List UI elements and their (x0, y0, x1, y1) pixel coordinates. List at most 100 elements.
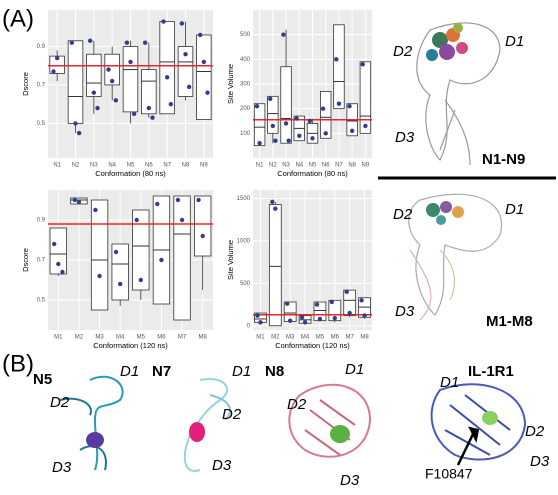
data-point (56, 261, 61, 267)
data-point (76, 130, 82, 136)
x-tick-label: M3 (286, 335, 295, 341)
domain-label: D1 (440, 374, 459, 391)
data-point (175, 197, 181, 203)
box (111, 243, 129, 301)
data-point (302, 320, 308, 325)
data-point (281, 32, 286, 37)
data-point (254, 104, 260, 109)
x-tick-label: M2 (75, 335, 84, 341)
x-tick-label: N5 (127, 163, 135, 169)
y-tick-label: 0 (247, 323, 251, 329)
box (267, 95, 279, 134)
data-point (155, 201, 160, 207)
y-tick-label: 500 (240, 281, 251, 287)
domain-label: D3 (395, 303, 415, 320)
data-point (113, 98, 119, 103)
x-axis-title: Conformation (120 ns) (275, 341, 350, 350)
x-tick-label: N9 (200, 163, 208, 169)
data-point (87, 38, 93, 43)
x-tick-label: N6 (322, 163, 330, 169)
domain-label: D2 (525, 423, 545, 440)
x-tick-label: N2 (72, 163, 80, 169)
x-tick-label: N4 (108, 163, 116, 169)
x-tick-label: N3 (282, 163, 290, 169)
y-axis-title: Dscore (21, 248, 30, 272)
x-tick-label: M2 (271, 335, 280, 341)
box (359, 61, 372, 134)
data-point (197, 32, 203, 38)
x-tick-label: M5 (137, 335, 146, 341)
data-point (201, 59, 207, 65)
domain-label: D2 (222, 406, 242, 423)
box (122, 46, 139, 113)
y-axis-title: Site Volume (226, 240, 235, 280)
box (194, 195, 212, 257)
domain-label: D3 (530, 453, 550, 470)
data-point (362, 313, 367, 318)
domain-label: D1 (232, 363, 251, 380)
domain-label: D1 (505, 201, 524, 218)
y-tick-label: 0.7 (37, 83, 46, 89)
x-axis-title: Conformation (80 ns) (277, 169, 348, 178)
y-tick-label: 1500 (237, 196, 251, 202)
y-axis-title: Dscore (21, 72, 30, 96)
data-point (117, 281, 123, 287)
data-point (93, 207, 98, 213)
protein-structure (408, 193, 503, 321)
box (173, 195, 191, 321)
data-point (334, 57, 339, 62)
domain-label: D3 (212, 457, 232, 474)
box (253, 103, 266, 147)
data-point (320, 106, 326, 111)
data-point (287, 318, 293, 323)
y-tick-label: 0.5 (37, 121, 46, 127)
data-point (76, 199, 82, 205)
data-point (363, 123, 368, 129)
data-point (159, 257, 164, 263)
x-tick-label: M1 (54, 335, 63, 341)
y-tick-label: 0.7 (37, 258, 46, 264)
x-tick-label: N9 (362, 163, 370, 169)
data-point (310, 136, 315, 141)
data-point (72, 197, 78, 203)
data-point (258, 320, 263, 325)
y-tick-label: 100 (240, 131, 251, 137)
data-point (91, 90, 97, 95)
x-tick-label: M1 (256, 335, 265, 341)
x-tick-label: N7 (163, 163, 171, 169)
domain-label: D1 (345, 361, 364, 378)
box (67, 40, 84, 124)
box (343, 289, 357, 316)
data-point (349, 128, 355, 134)
domain-label: D3 (340, 472, 360, 489)
data-point (344, 289, 349, 295)
data-point (329, 299, 335, 305)
domain-label: D2 (50, 394, 70, 411)
data-point (164, 75, 170, 80)
x-tick-label: M3 (95, 335, 104, 341)
x-tick-label: N6 (145, 163, 153, 169)
structure-name: N5 (33, 371, 52, 388)
y-axis-title: Site Volume (226, 64, 235, 104)
data-point (179, 217, 185, 223)
data-point (205, 90, 210, 95)
box (177, 46, 194, 97)
panel-label: (A) (2, 5, 34, 32)
data-point (285, 301, 290, 306)
box (280, 66, 292, 144)
y-tick-label: 200 (240, 106, 251, 112)
x-axis-title: Conformation (80 ns) (95, 169, 166, 178)
data-point (267, 96, 273, 102)
data-point (314, 302, 320, 307)
structure-name: N1-N9 (482, 151, 525, 168)
data-point (270, 123, 276, 129)
structure-name: N8 (265, 363, 284, 380)
y-tick-label: 500 (240, 32, 251, 38)
x-tick-label: N2 (269, 163, 277, 169)
data-point (336, 101, 342, 106)
protein-structure (59, 375, 527, 472)
box (49, 227, 67, 275)
data-point (113, 249, 119, 255)
data-point (51, 69, 56, 74)
